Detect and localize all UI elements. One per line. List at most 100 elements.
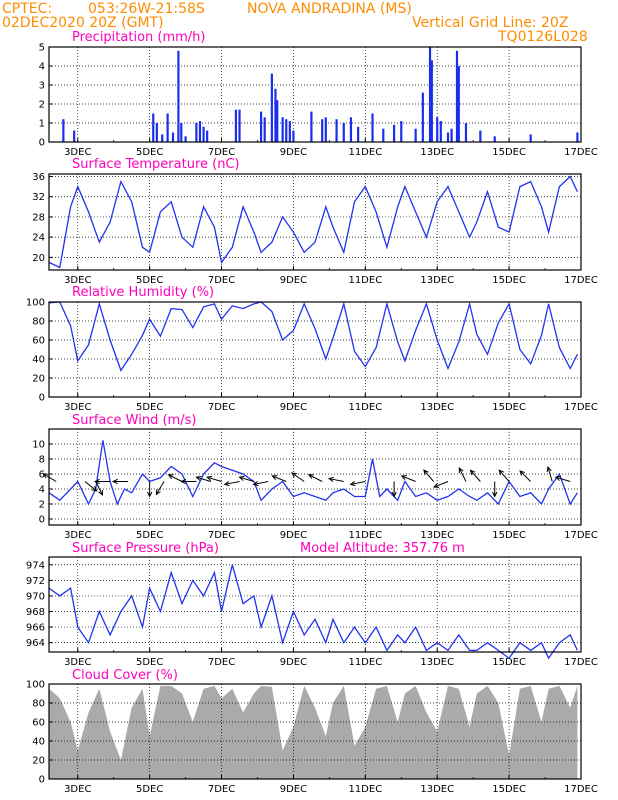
precip-bar <box>357 126 360 142</box>
y-tick-label: 968 <box>26 607 45 618</box>
wind-title: Surface Wind (m/s) <box>72 413 196 428</box>
y-tick-label: 20 <box>32 374 45 385</box>
y-tick-label: 0 <box>39 775 45 786</box>
y-tick-label: 2 <box>39 100 45 111</box>
x-tick-label: 15DEC <box>492 275 526 286</box>
wind-arrow <box>492 481 498 498</box>
cloud-title: Cloud Cover (%) <box>72 668 178 683</box>
x-tick-label: 11DEC <box>348 784 382 795</box>
y-tick-label: 8 <box>39 455 45 466</box>
x-tick-label: 7DEC <box>208 657 235 668</box>
y-tick-label: 28 <box>32 212 45 223</box>
x-tick-label: 15DEC <box>492 147 526 158</box>
precip-bar <box>439 121 442 142</box>
precip-bar <box>324 117 327 142</box>
precip-frame <box>48 46 582 143</box>
y-tick-label: 40 <box>32 355 45 366</box>
precip-bar <box>457 66 460 142</box>
wind-arrow <box>400 475 416 482</box>
x-tick-label: 11DEC <box>348 657 382 668</box>
wind-arrow <box>180 478 197 485</box>
x-tick-label: 15DEC <box>492 784 526 795</box>
x-tick-label: 7DEC <box>208 275 235 286</box>
y-tick-label: 1 <box>39 119 45 130</box>
x-tick-label: 5DEC <box>136 657 163 668</box>
precip-bar <box>464 123 468 142</box>
precip-bar <box>349 117 353 142</box>
precip-bar <box>430 60 433 142</box>
y-tick-label: 36 <box>32 172 45 183</box>
pressure-subtitle: Model Altitude: 357.76 m <box>300 541 465 556</box>
precip-bar <box>421 92 424 142</box>
precip-panel: 3DEC 5DEC 7DEC 9DEC 11DEC 13DEC 15DEC 17DEC 0 1 2 3… <box>39 43 598 159</box>
x-tick-label: 13DEC <box>420 402 454 413</box>
wind-arrow <box>167 474 183 482</box>
pressure-line <box>48 564 578 660</box>
rh-line <box>48 301 578 372</box>
y-tick-label: 10 <box>32 440 45 451</box>
precip-bar <box>276 100 279 142</box>
header-model: TQ0126L028 <box>497 29 588 45</box>
y-tick-label: 32 <box>32 192 45 203</box>
y-tick-label: 80 <box>32 317 45 328</box>
wind-arrow <box>458 467 467 482</box>
cloud-area <box>49 685 578 779</box>
rh-panel: 3DEC 5DEC 7DEC 9DEC 11DEC 13DEC 15DEC 17DEC 0 20 4… <box>26 298 598 414</box>
precip-bar <box>180 123 183 142</box>
precip-bar <box>177 50 180 142</box>
precip-bar <box>195 123 198 142</box>
temp-panel: 3DEC 5DEC 7DEC 9DEC 11DEC 13DEC 15DEC 17DEC 20 24… <box>32 172 598 286</box>
x-tick-label: 3DEC <box>64 147 91 158</box>
x-tick-label: 17DEC <box>564 530 598 541</box>
x-tick-label: 3DEC <box>64 402 91 413</box>
y-tick-label: 974 <box>26 560 45 571</box>
x-tick-label: 5DEC <box>136 530 163 541</box>
y-tick-label: 20 <box>32 253 45 264</box>
y-tick-label: 972 <box>26 576 45 587</box>
x-tick-label: 5DEC <box>136 147 163 158</box>
precip-bar <box>310 111 313 142</box>
precip-bar <box>321 119 324 142</box>
precip-bar <box>335 119 338 142</box>
wind-arrow <box>111 478 129 485</box>
y-tick-label: 5 <box>39 43 45 54</box>
y-tick-label: 24 <box>32 233 45 244</box>
y-tick-label: 100 <box>26 680 45 691</box>
x-tick-label: 11DEC <box>348 147 382 158</box>
x-tick-label: 7DEC <box>208 147 235 158</box>
header-grid-note: Vertical Grid Line: 20Z <box>412 15 568 31</box>
pressure-title: Surface Pressure (hPa) <box>72 541 219 556</box>
precip-bar <box>285 119 288 142</box>
header-coords: 053:26W-21:58S <box>88 1 205 17</box>
x-tick-label: 9DEC <box>280 657 307 668</box>
precip-bar <box>400 121 403 142</box>
x-tick-label: 5DEC <box>136 402 163 413</box>
precip-bar <box>184 136 187 142</box>
temp-title: Surface Temperature (nC) <box>72 157 240 172</box>
wind-arrow <box>252 481 269 487</box>
wind-panel: 3DEC 5DEC 7DEC 9DEC 11DEC 13DEC 15DEC 17DEC 0 2 4 6… <box>32 428 598 541</box>
x-tick-label: 5DEC <box>136 275 163 286</box>
precip-bar <box>234 109 238 142</box>
precip-bar <box>155 123 158 142</box>
wind-arrow <box>554 475 571 482</box>
x-tick-label: 15DEC <box>492 657 526 668</box>
precip-bar <box>161 134 164 142</box>
wind-frame <box>48 428 582 526</box>
x-tick-label: 17DEC <box>564 657 598 668</box>
x-tick-label: 3DEC <box>64 530 91 541</box>
x-tick-label: 11DEC <box>348 530 382 541</box>
cloud-frame <box>48 683 582 780</box>
precip-bar <box>292 130 295 142</box>
precip-bar <box>274 88 277 142</box>
precip-bar <box>342 123 345 142</box>
header-run: 02DEC2020 20Z (GMT) <box>2 15 164 31</box>
precip-bar <box>202 126 205 142</box>
y-tick-label: 970 <box>26 591 45 602</box>
wind-arrow <box>327 476 344 482</box>
wind-arrow <box>42 473 57 482</box>
x-tick-label: 3DEC <box>64 657 91 668</box>
wind-arrow <box>349 481 366 487</box>
precip-bar <box>238 109 241 142</box>
header-station: NOVA ANDRADINA (MS) <box>247 1 412 17</box>
